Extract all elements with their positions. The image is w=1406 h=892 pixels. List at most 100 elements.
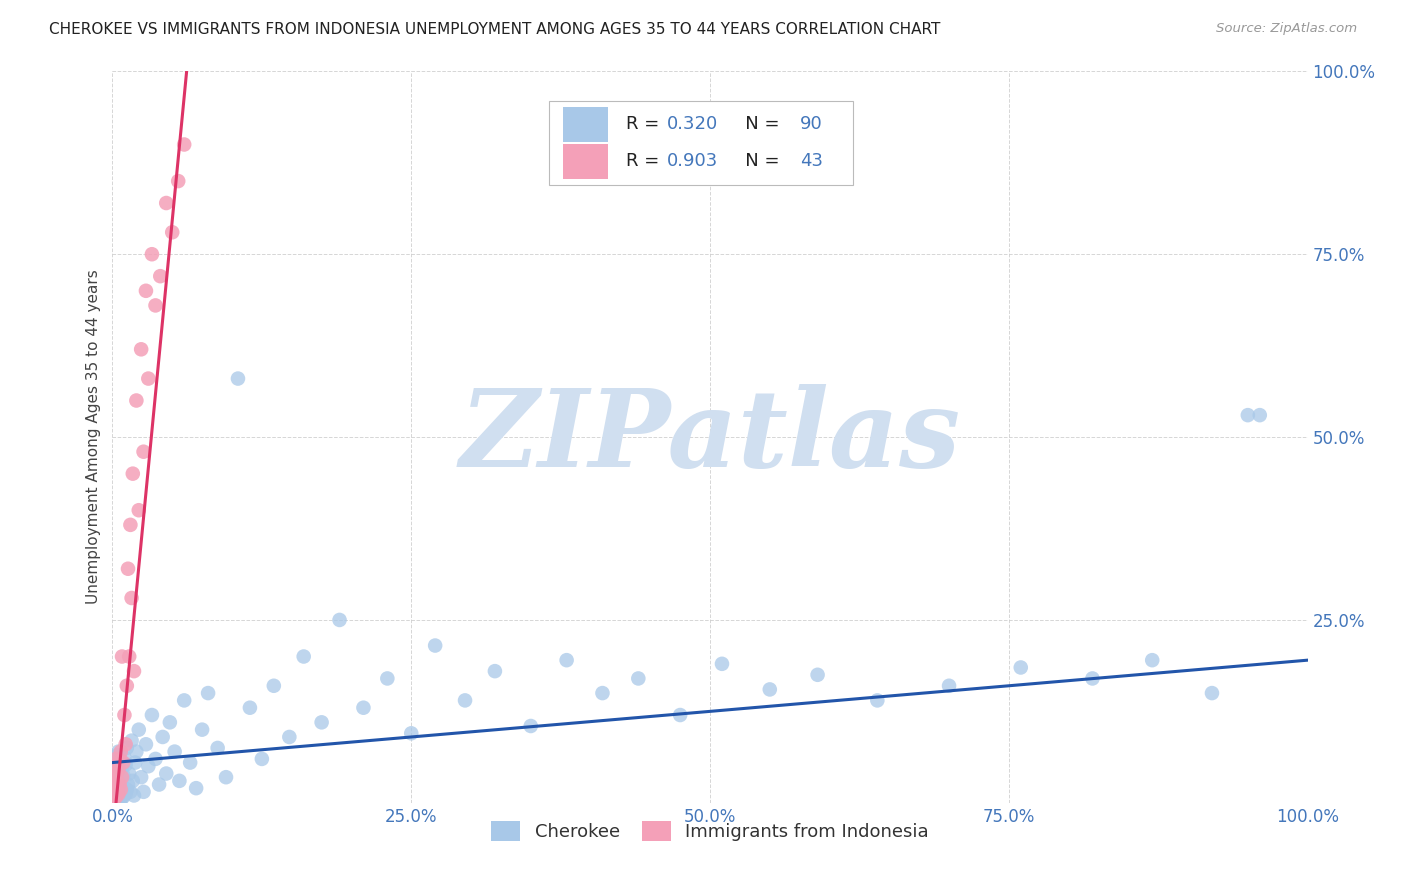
Text: 90: 90 [800,115,823,133]
Point [111,785,134,799]
Point [263,679,285,693]
Text: ZIPatlas: ZIPatlas [460,384,960,490]
Point [122,789,145,803]
Point [141,247,163,261]
Point [239,700,262,714]
Point [105,792,128,806]
Point [207,740,229,755]
Point [105,789,128,804]
Point [120,785,142,799]
Point [155,766,177,780]
Point [114,787,136,801]
Point [107,745,129,759]
Point [1249,408,1271,422]
Point [627,672,650,686]
Point [114,750,135,764]
Point [105,773,128,788]
Point [292,649,315,664]
Point [104,785,127,799]
Point [125,745,148,759]
Point [107,787,129,801]
Point [105,778,128,792]
Text: 0.320: 0.320 [666,115,718,133]
Point [759,682,782,697]
Point [711,657,734,671]
FancyBboxPatch shape [548,101,853,185]
Point [121,733,143,747]
Point [110,753,132,767]
Point [112,756,135,770]
Point [105,794,128,808]
Point [173,693,195,707]
Point [110,745,132,759]
Point [807,667,830,681]
Point [108,792,131,806]
Point [105,781,128,796]
Point [352,700,374,714]
Point [152,730,174,744]
Point [149,269,172,284]
Point [117,778,139,792]
Point [555,653,578,667]
Point [122,664,145,678]
Point [1010,660,1032,674]
Point [105,785,128,799]
Point [278,730,301,744]
Point [111,761,134,775]
Point [115,782,138,797]
Point [107,790,129,805]
Point [179,756,201,770]
Point [115,740,138,755]
Point [105,789,128,804]
Point [377,672,399,686]
FancyBboxPatch shape [562,107,609,142]
Point [114,708,135,723]
Point [1142,653,1164,667]
Point [520,719,543,733]
Point [197,686,219,700]
Point [107,787,129,801]
Point [1237,408,1260,422]
Point [103,782,125,797]
Point [117,562,139,576]
Point [669,708,692,723]
Point [311,715,333,730]
Point [104,766,127,780]
Point [110,782,132,797]
Point [1201,686,1223,700]
Point [128,723,150,737]
Text: N =: N = [728,115,785,133]
Point [866,693,889,707]
Y-axis label: Unemployment Among Ages 35 to 44 years: Unemployment Among Ages 35 to 44 years [86,269,101,605]
Point [105,773,128,788]
Point [121,467,143,481]
Text: CHEROKEE VS IMMIGRANTS FROM INDONESIA UNEMPLOYMENT AMONG AGES 35 TO 44 YEARS COR: CHEROKEE VS IMMIGRANTS FROM INDONESIA UN… [49,22,941,37]
Point [138,759,160,773]
Point [114,737,136,751]
Point [401,726,423,740]
Point [138,371,160,385]
Point [173,137,195,152]
Point [110,780,132,794]
Point [425,639,447,653]
Point [186,781,208,796]
Point [112,768,135,782]
FancyBboxPatch shape [562,144,609,178]
Text: N =: N = [728,153,785,170]
Legend: Cherokee, Immigrants from Indonesia: Cherokee, Immigrants from Indonesia [484,814,936,848]
Point [108,794,131,808]
Point [121,591,143,605]
Point [163,745,186,759]
Point [124,756,146,770]
Text: R =: R = [627,153,665,170]
Point [129,343,152,357]
Point [121,773,143,788]
Point [111,770,134,784]
Point [191,723,214,737]
Point [592,686,614,700]
Point [111,649,134,664]
Text: R =: R = [627,115,665,133]
Point [103,763,125,777]
Point [103,759,125,773]
Point [148,778,170,792]
